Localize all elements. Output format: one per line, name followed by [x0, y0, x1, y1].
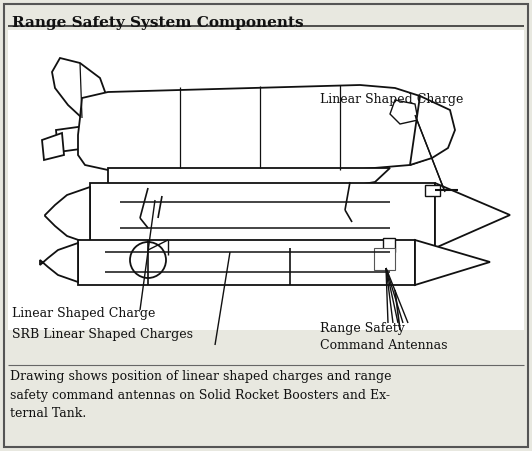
- Polygon shape: [78, 85, 442, 170]
- Polygon shape: [45, 187, 90, 244]
- Bar: [8, 30, 524, 330]
- Text: Range Safety System Components: Range Safety System Components: [12, 16, 304, 30]
- Text: Linear Shaped Charge: Linear Shaped Charge: [12, 307, 155, 320]
- Polygon shape: [108, 168, 390, 196]
- Text: Range Safety
Command Antennas: Range Safety Command Antennas: [320, 322, 447, 352]
- Polygon shape: [425, 185, 440, 196]
- Polygon shape: [374, 248, 395, 270]
- Polygon shape: [78, 240, 415, 285]
- Polygon shape: [383, 238, 395, 252]
- Circle shape: [130, 242, 166, 278]
- Polygon shape: [82, 112, 112, 134]
- Polygon shape: [415, 240, 490, 285]
- Polygon shape: [42, 133, 64, 160]
- Text: Linear Shaped Charge: Linear Shaped Charge: [320, 93, 463, 106]
- Polygon shape: [40, 243, 78, 282]
- Polygon shape: [52, 58, 108, 118]
- Polygon shape: [390, 100, 418, 124]
- Text: Drawing shows position of linear shaped charges and range
safety command antenna: Drawing shows position of linear shaped …: [10, 370, 392, 420]
- Polygon shape: [90, 183, 435, 248]
- Polygon shape: [410, 96, 455, 165]
- Polygon shape: [435, 183, 510, 248]
- Text: SRB Linear Shaped Charges: SRB Linear Shaped Charges: [12, 328, 193, 341]
- Polygon shape: [56, 126, 88, 152]
